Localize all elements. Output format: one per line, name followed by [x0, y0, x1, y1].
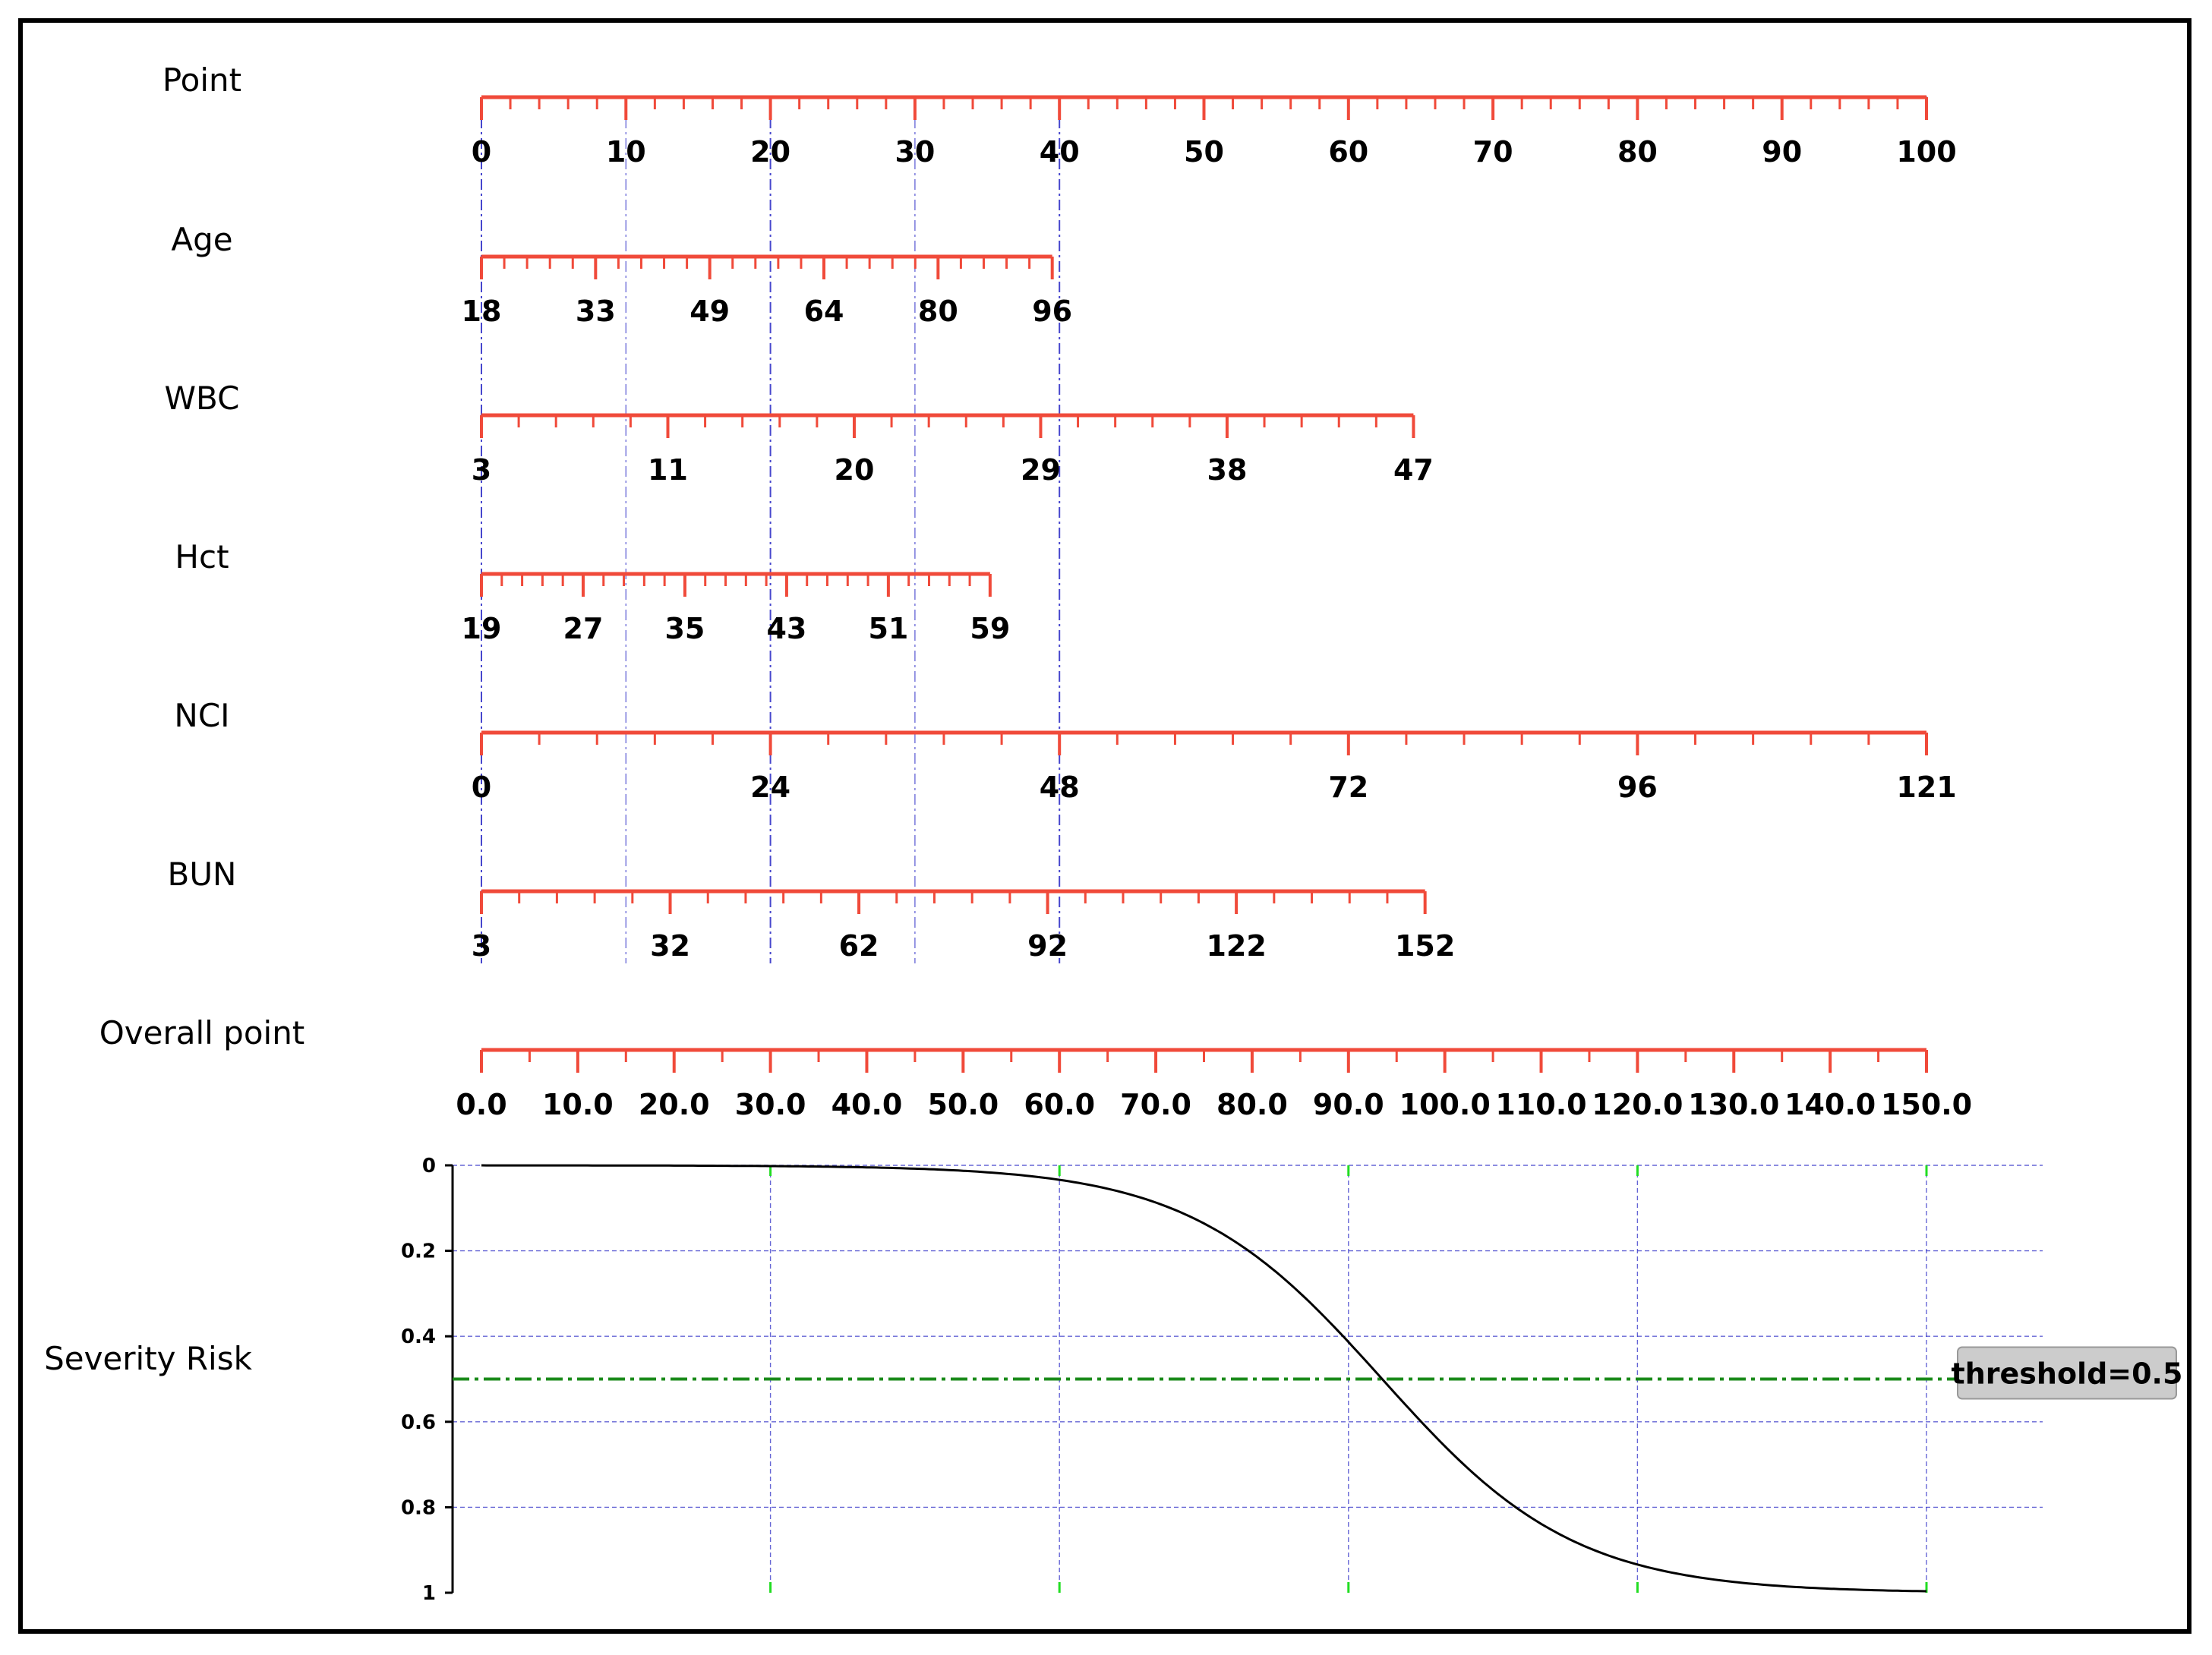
overall-point-tick-label: 100.0 [1399, 1088, 1491, 1121]
hct-tick-label: 19 [462, 612, 502, 645]
severity-risk-label: Severity Risk [44, 1340, 253, 1377]
bun-tick-label: 152 [1395, 929, 1455, 963]
risk-y-tick-label: 0.4 [401, 1326, 436, 1348]
bun-tick-label: 32 [650, 929, 690, 963]
hct-tick-label: 27 [563, 612, 604, 645]
point-tick-label: 80 [1617, 135, 1658, 169]
overall-point-tick-label: 50.0 [927, 1088, 999, 1121]
point-tick-label: 70 [1473, 135, 1513, 169]
overall-point-tick-label: 0.0 [456, 1088, 506, 1121]
point-tick-label: 0 [472, 135, 491, 169]
threshold-label: threshold=0.5 [1952, 1357, 2183, 1391]
hct-tick-label: 59 [970, 612, 1010, 645]
overall-point-axis: Overall point 0.0 10.0 20.0 30.0 40.0 50.0 60.0… [99, 1014, 1972, 1121]
nci-tick-label: 72 [1328, 771, 1368, 804]
wbc-tick-label: 29 [1021, 453, 1061, 487]
nci-tick-label: 24 [750, 771, 790, 804]
point-axis: Point 0 10 20 30 40 50 60 70 80 90 100 [163, 61, 1957, 169]
hct-tick-label: 35 [664, 612, 705, 645]
point-tick-label: 20 [750, 135, 790, 169]
bun-label: BUN [168, 856, 237, 893]
bun-tick-label: 92 [1027, 929, 1068, 963]
overall-point-tick-label: 110.0 [1495, 1088, 1586, 1121]
figure-frame [18, 18, 2191, 1634]
point-tick-label: 50 [1184, 135, 1224, 169]
point-tick-label: 40 [1040, 135, 1080, 169]
wbc-tick-label: 11 [648, 453, 688, 487]
overall-point-tick-label: 80.0 [1216, 1088, 1288, 1121]
risk-y-tick-label: 0.8 [401, 1496, 436, 1519]
wbc-axis: WBC 3 11 20 29 38 47 [165, 380, 1434, 487]
nci-tick-label: 48 [1040, 771, 1080, 804]
nci-tick-label: 96 [1617, 771, 1658, 804]
age-tick-label: 49 [689, 295, 730, 328]
hct-label: Hct [175, 538, 229, 575]
overall-point-tick-label: 60.0 [1024, 1088, 1095, 1121]
bun-tick-label: 62 [839, 929, 879, 963]
overall-point-tick-label: 120.0 [1592, 1088, 1683, 1121]
bun-axis: BUN 3 32 62 92 122 152 [168, 856, 1456, 963]
overall-point-tick-label: 90.0 [1313, 1088, 1384, 1121]
wbc-label: WBC [165, 380, 240, 417]
guide-lines [481, 97, 1061, 963]
risk-y-tick-label: 0.6 [401, 1411, 436, 1434]
nci-tick-label: 121 [1896, 771, 1956, 804]
overall-point-tick-label: 20.0 [639, 1088, 710, 1121]
age-tick-label: 18 [462, 295, 502, 328]
point-tick-label: 90 [1762, 135, 1802, 169]
wbc-tick-label: 38 [1207, 453, 1248, 487]
age-tick-label: 33 [576, 295, 616, 328]
wbc-tick-label: 20 [835, 453, 875, 487]
hct-tick-label: 51 [868, 612, 908, 645]
wbc-tick-label: 3 [472, 453, 491, 487]
overall-point-tick-label: 140.0 [1784, 1088, 1876, 1121]
point-label: Point [163, 61, 241, 99]
age-tick-label: 96 [1032, 295, 1072, 328]
severity-risk-panel: Severity Risk 0 0.2 0.4 0.6 0.8 1 threshold=0.5 [44, 1155, 2182, 1605]
overall-point-tick-label: 40.0 [831, 1088, 903, 1121]
severity-risk-curve [481, 1164, 1927, 1593]
overall-point-tick-label: 30.0 [735, 1088, 806, 1121]
hct-tick-label: 43 [766, 612, 806, 645]
point-tick-label: 10 [606, 135, 646, 169]
hct-axis: Hct 19 27 35 43 51 59 [175, 538, 1010, 645]
risk-y-tick-label: 1 [422, 1582, 436, 1605]
overall-point-tick-label: 150.0 [1881, 1088, 1972, 1121]
overall-point-tick-label: 10.0 [542, 1088, 614, 1121]
wbc-tick-label: 47 [1393, 453, 1434, 487]
age-tick-label: 80 [918, 295, 958, 328]
bun-tick-label: 3 [472, 929, 491, 963]
overall-point-label: Overall point [99, 1014, 305, 1051]
age-tick-label: 64 [804, 295, 844, 328]
point-tick-label: 30 [895, 135, 935, 169]
risk-y-tick-label: 0 [422, 1155, 436, 1177]
nci-tick-label: 0 [472, 771, 491, 804]
risk-y-tick-label: 0.2 [401, 1240, 436, 1263]
threshold-label-box [1957, 1346, 2177, 1400]
bun-tick-label: 122 [1206, 929, 1266, 963]
overall-point-tick-label: 130.0 [1688, 1088, 1779, 1121]
point-tick-label: 100 [1896, 135, 1956, 169]
nci-axis: NCI 0 24 48 72 96 121 [174, 697, 1956, 804]
point-tick-label: 60 [1328, 135, 1368, 169]
overall-point-tick-label: 70.0 [1120, 1088, 1191, 1121]
nci-label: NCI [174, 697, 229, 734]
age-axis: Age 18 33 49 64 80 96 [171, 221, 1072, 328]
age-label: Age [171, 221, 232, 258]
